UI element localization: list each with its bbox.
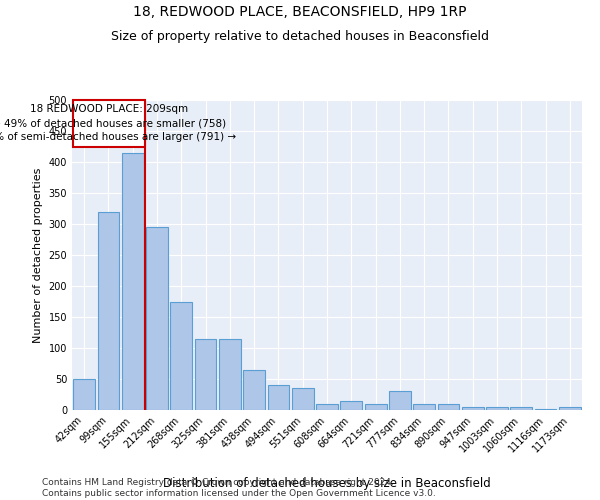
Bar	[97, 212, 119, 410]
Bar	[437, 404, 460, 410]
Bar	[292, 388, 314, 410]
Bar	[559, 407, 581, 410]
Text: 18 REDWOOD PLACE: 209sqm
← 49% of detached houses are smaller (758)
51% of semi-: 18 REDWOOD PLACE: 209sqm ← 49% of detach…	[0, 104, 236, 142]
Bar	[243, 370, 265, 410]
FancyBboxPatch shape	[73, 100, 145, 146]
Bar	[486, 407, 508, 410]
Bar	[389, 392, 411, 410]
Text: 18, REDWOOD PLACE, BEACONSFIELD, HP9 1RP: 18, REDWOOD PLACE, BEACONSFIELD, HP9 1RP	[133, 5, 467, 19]
Bar	[219, 338, 241, 410]
Bar	[194, 338, 217, 410]
Bar	[535, 409, 556, 410]
Bar	[316, 404, 338, 410]
Bar	[365, 404, 386, 410]
Bar	[413, 404, 435, 410]
Bar	[340, 400, 362, 410]
Bar	[170, 302, 192, 410]
Bar	[73, 379, 95, 410]
Bar	[122, 152, 143, 410]
Bar	[268, 385, 289, 410]
Text: Contains HM Land Registry data © Crown copyright and database right 2024.
Contai: Contains HM Land Registry data © Crown c…	[42, 478, 436, 498]
Bar	[462, 407, 484, 410]
Text: Distribution of detached houses by size in Beaconsfield: Distribution of detached houses by size …	[163, 477, 491, 490]
Bar	[511, 407, 532, 410]
Bar	[146, 227, 168, 410]
Text: Size of property relative to detached houses in Beaconsfield: Size of property relative to detached ho…	[111, 30, 489, 43]
Y-axis label: Number of detached properties: Number of detached properties	[33, 168, 43, 342]
